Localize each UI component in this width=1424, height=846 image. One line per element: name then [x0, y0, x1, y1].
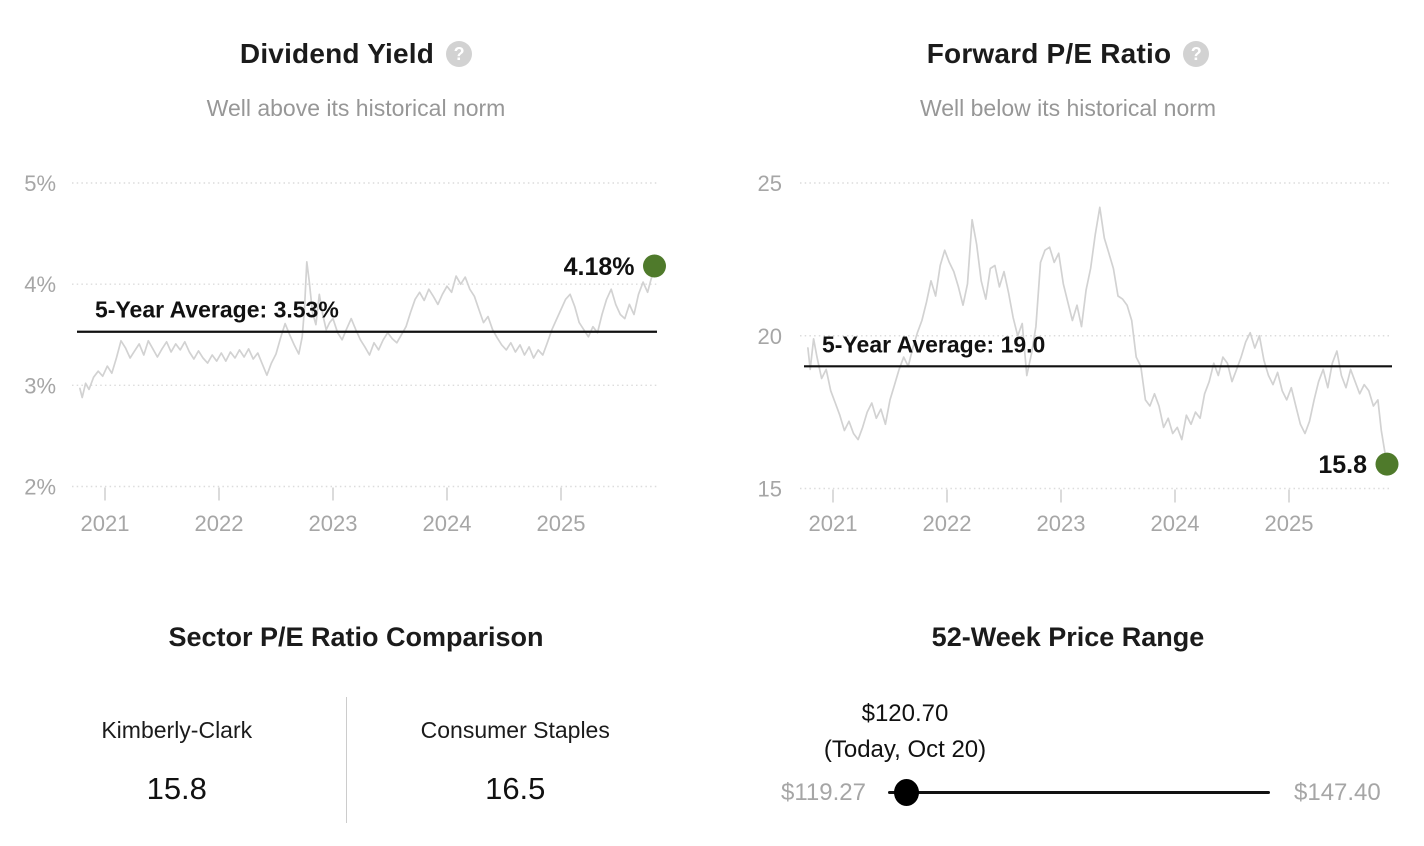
y-axis-tick-label: 15 [758, 477, 782, 502]
sector-pe-value: 16.5 [485, 771, 546, 806]
dividend-yield-chart: 5% 4% 3% 2% 2021 2022 2023 2024 2025 5-Year Avera… [24, 171, 666, 536]
x-axis-tick-label: 2023 [1037, 511, 1086, 536]
sector-comparison-sector-cell: Consumer Staples 16.5 [347, 697, 685, 823]
x-axis-tick-label: 2022 [195, 511, 244, 536]
x-axis-tick-label: 2022 [923, 511, 972, 536]
series-line [79, 261, 656, 399]
x-axis-tick-label: 2024 [1151, 511, 1200, 536]
series-line [807, 206, 1388, 465]
y-axis-tick-label: 4% [24, 272, 56, 297]
x-axis-tick-label: 2024 [423, 511, 472, 536]
y-axis-tick-label: 3% [24, 373, 56, 398]
y-axis-tick-label: 5% [24, 171, 56, 196]
dividend-yield-subtitle: Well above its historical norm [206, 95, 506, 121]
y-axis-tick-label: 25 [758, 171, 782, 196]
y-axis-tick-label: 20 [758, 324, 782, 349]
range-high-label: $147.40 [1294, 779, 1381, 806]
dividend-yield-title: Dividend Yield [239, 38, 435, 69]
current-price-date: (Today, Oct 20) [823, 736, 987, 763]
current-value-dot [1375, 452, 1399, 476]
current-price-label: $120.70 [861, 700, 949, 727]
sector-comparison-company-cell: Kimberly-Clark 15.8 [8, 697, 346, 823]
x-axis-tick-label: 2025 [537, 511, 586, 536]
average-line-label: 5-Year Average: 3.53% [95, 297, 339, 323]
forward-pe-title: Forward P/E Ratio [926, 38, 1172, 69]
current-value-dot [643, 254, 666, 278]
sector-label: Consumer Staples [420, 717, 610, 743]
price-range-track [888, 791, 1270, 794]
forward-pe-chart: 25 20 15 2021 2022 2023 2024 2025 5-Year Average… [758, 171, 1399, 536]
y-axis-tick-label: 2% [24, 475, 56, 500]
price-range-title: 52-Week Price Range [931, 622, 1205, 652]
current-value-label: 4.18% [564, 253, 635, 281]
help-icon[interactable]: ? [446, 41, 473, 67]
sector-comparison-title: Sector P/E Ratio Comparison [168, 622, 544, 652]
vertical-divider [345, 697, 347, 823]
average-line-label: 5-Year Average: 19.0 [822, 331, 1045, 357]
x-axis-tick-label: 2025 [1265, 511, 1314, 536]
help-icon[interactable]: ? [1183, 41, 1210, 67]
x-axis-tick-label: 2021 [809, 511, 858, 536]
x-axis-tick-label: 2021 [81, 511, 130, 536]
company-label: Kimberly-Clark [101, 717, 253, 743]
range-low-label: $119.27 [781, 779, 866, 806]
sector-comparison-panel: Kimberly-Clark 15.8 Consumer Staples 16.… [8, 697, 684, 823]
forward-pe-header: Forward P/E Ratio ? [712, 38, 1424, 70]
x-axis-tick-label: 2023 [309, 511, 358, 536]
forward-pe-subtitle: Well below its historical norm [919, 95, 1217, 121]
current-price-marker [894, 779, 919, 806]
current-value-label: 15.8 [1318, 451, 1367, 479]
company-pe-value: 15.8 [146, 771, 207, 806]
dividend-yield-header: Dividend Yield ? [0, 38, 712, 70]
